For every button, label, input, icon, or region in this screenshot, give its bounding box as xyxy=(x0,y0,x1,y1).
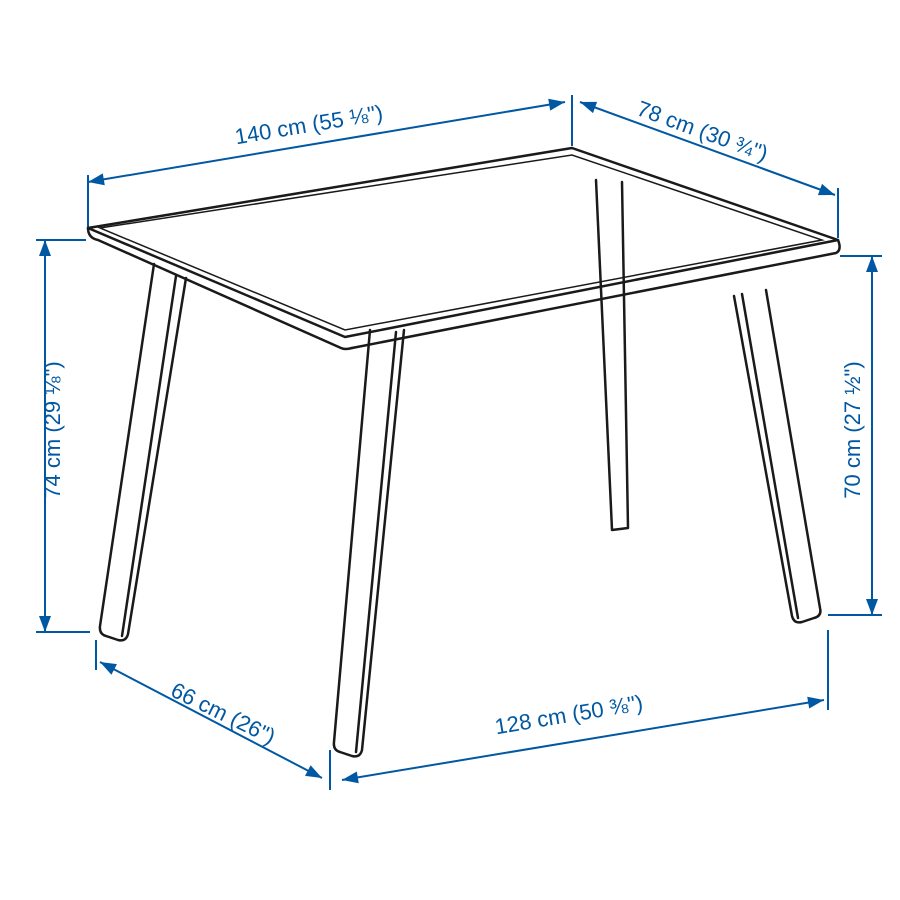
dimension-labels: 140 cm (55 ⅛") 78 cm (30 ¾") 74 cm (29 ⅛… xyxy=(40,96,865,750)
dimension-diagram: 140 cm (55 ⅛") 78 cm (30 ¾") 74 cm (29 ⅛… xyxy=(0,0,900,900)
dim-width-label: 78 cm (30 ¾") xyxy=(634,96,772,166)
extension-lines xyxy=(36,95,882,790)
table-drawing xyxy=(88,148,840,756)
dim-height-under-label: 70 cm (27 ½") xyxy=(840,361,865,498)
dimension-lines xyxy=(39,99,878,784)
dim-height-total-label: 74 cm (29 ⅛") xyxy=(40,361,65,498)
dim-base-length-label: 128 cm (50 ⅜") xyxy=(493,690,645,739)
dim-base-width-label: 66 cm (26") xyxy=(167,677,279,749)
dim-length-label: 140 cm (55 ⅛") xyxy=(233,100,385,149)
